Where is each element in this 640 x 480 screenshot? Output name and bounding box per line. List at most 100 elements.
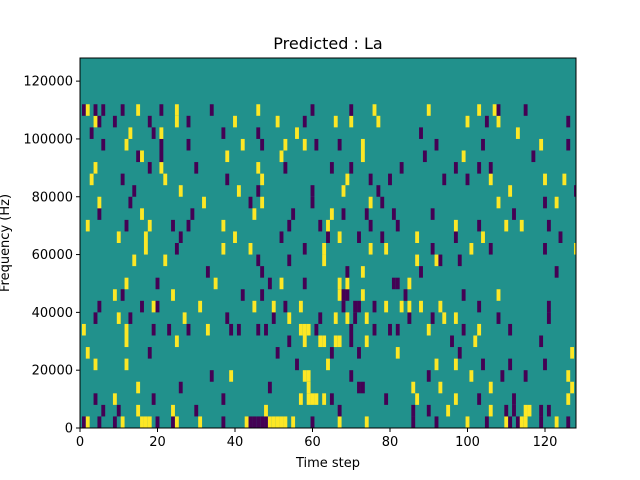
heatmap-cell [442,173,447,186]
heatmap-cell [337,138,342,151]
heatmap-cell [496,196,501,209]
y-tick-label: 100000 [23,132,73,147]
heatmap-cell [461,289,466,301]
heatmap-cell [306,323,311,336]
heatmap-cell [120,104,125,116]
heatmap-cell [116,404,121,417]
heatmap-cell [256,416,261,428]
heatmap-cell [287,335,292,348]
heatmap-cell [140,300,144,313]
heatmap-cell [136,104,141,116]
heatmap-cell [446,404,451,417]
heatmap-cell [287,219,292,232]
heatmap-cell [97,300,102,313]
heatmap-cell [360,150,365,163]
heatmap-cell [399,162,404,174]
heatmap-cell [151,127,156,139]
heatmap-cell [264,404,268,417]
y-tick-label: 60000 [32,248,73,263]
heatmap-cell [151,300,156,313]
heatmap-cell [411,416,416,428]
heatmap-cell [81,104,86,116]
heatmap-cell [97,208,102,220]
heatmap-cell [515,127,520,139]
heatmap-cell [310,196,315,209]
heatmap-cell [372,323,377,336]
heatmap-cell [345,266,350,278]
heatmap-cell [508,185,513,197]
y-tick-label: 20000 [32,364,73,379]
x-tick-label: 120 [533,435,558,450]
heatmap-cell [93,358,98,371]
heatmap-cell [484,115,489,128]
heatmap-cell [477,219,482,232]
heatmap-cell [198,300,203,313]
heatmap-cell [194,162,199,174]
heatmap-cell [391,208,396,220]
heatmap-cell [326,219,330,232]
heatmap-cell [314,138,319,151]
heatmap-cell [244,416,249,428]
heatmap-cell [186,115,191,128]
y-axis-label: Frequency (Hz) [0,194,13,292]
heatmap-cell [419,300,423,313]
heatmap-cell [345,289,350,301]
heatmap-cell [256,254,261,267]
heatmap-cell [140,416,144,428]
heatmap-cell [357,381,361,394]
heatmap-cell [229,323,234,336]
heatmap-cell [143,243,148,255]
heatmap-cell [147,162,152,174]
heatmap-cell [430,312,435,324]
heatmap-cell [453,162,458,174]
heatmap-cell [453,358,458,371]
heatmap-cell [93,162,98,174]
heatmap-cell [163,254,168,267]
heatmap-cell [124,219,129,232]
heatmap-cell [213,277,218,290]
heatmap-cell [438,381,443,394]
heatmap-cell [504,404,509,417]
heatmap-cell [279,416,284,428]
heatmap-cell [345,277,350,290]
heatmap-cell [147,115,152,128]
heatmap-cell [271,416,276,428]
heatmap-cell [430,208,435,220]
heatmap-cell [182,312,187,324]
heatmap-cell [159,127,164,139]
heatmap-cell [465,173,470,186]
heatmap-cell [205,266,210,278]
heatmap-cell [430,243,435,255]
heatmap-cell [93,312,98,324]
chart-title: Predicted : La [273,34,382,53]
heatmap-cell [465,115,470,128]
heatmap-cell [457,347,462,359]
heatmap-cell [209,370,214,382]
heatmap-cell [318,335,323,348]
heatmap-cell [275,115,280,128]
x-tick-label: 80 [382,435,399,450]
heatmap-cell [403,289,408,301]
heatmap-cell [291,208,296,220]
heatmap-cell [353,312,358,324]
heatmap-cell [434,138,439,151]
heatmap-cell [457,254,462,267]
heatmap-cell [496,115,501,128]
heatmap-cell [93,393,98,405]
y-axis: 0 20000 40000 60000 80000 100000 120000 [23,75,80,437]
heatmap-cell [570,381,575,394]
heatmap-cell [267,277,272,290]
heatmap-cell [492,104,497,116]
heatmap-cell [221,127,226,139]
heatmap-cell [326,358,330,371]
heatmap-cell [318,219,323,232]
heatmap-cell [233,231,237,243]
heatmap-cell [391,277,396,290]
heatmap-cell [140,150,144,163]
heatmap-cell [310,416,315,428]
heatmap-cell [372,104,377,116]
heatmap-cell [248,196,253,209]
heatmap-cell [85,219,90,232]
heatmap-cell [306,381,311,394]
heatmap-cell [178,231,183,243]
